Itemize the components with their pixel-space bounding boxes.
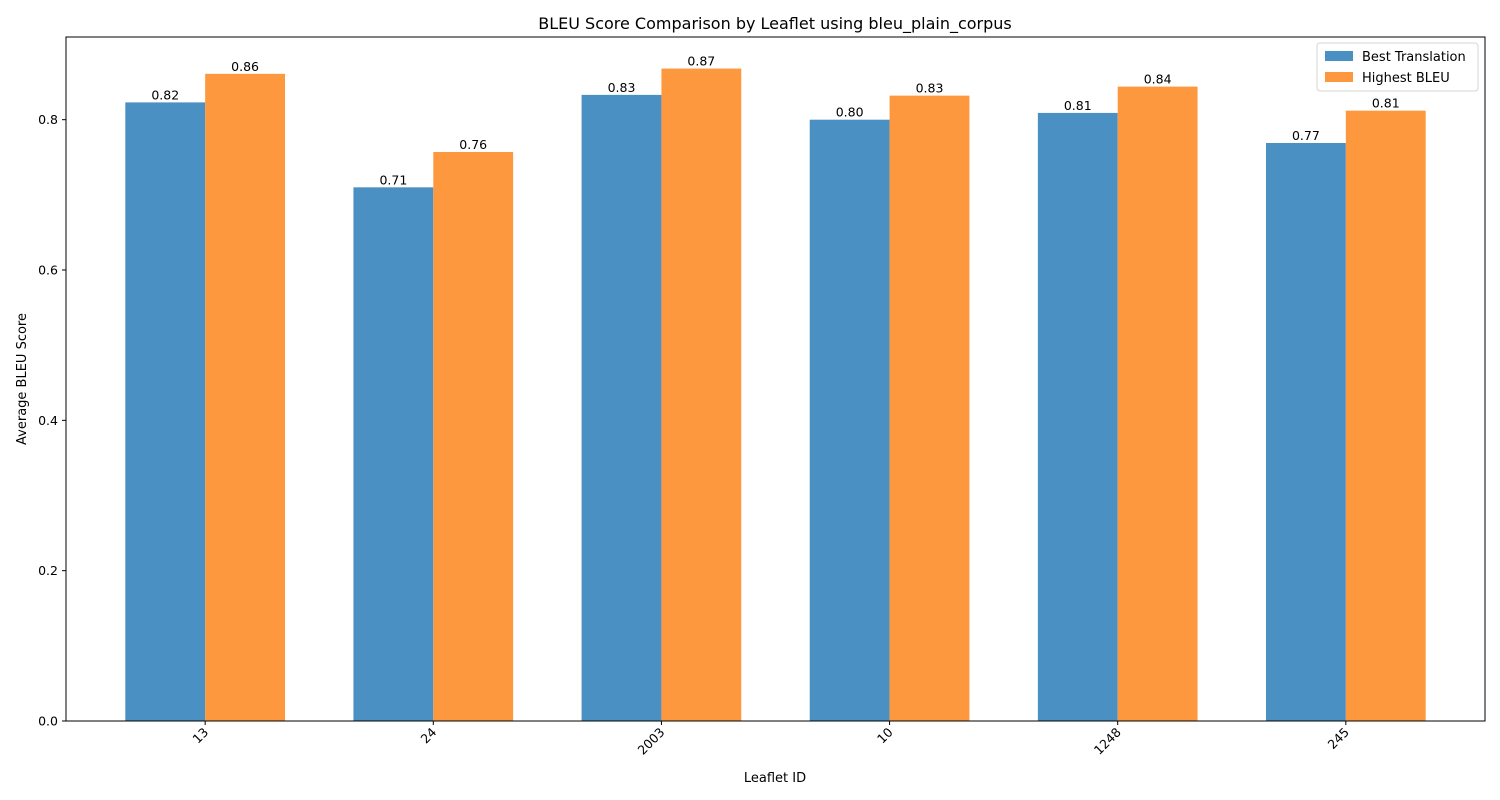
bar-value-label: 0.76: [459, 137, 487, 152]
x-tick-label: 2003: [634, 725, 667, 758]
x-axis-label: Leaflet ID: [744, 771, 806, 786]
bar-best-translation-2003: [581, 94, 662, 721]
chart-title: BLEU Score Comparison by Leaflet using b…: [538, 14, 1012, 34]
y-axis-label: Average BLEU Score: [15, 313, 30, 445]
bar-highest-bleu-13: [205, 73, 286, 722]
x-tick-label: 24: [418, 724, 440, 746]
legend-swatch: [1325, 72, 1353, 82]
y-tick-label: 0.6: [38, 263, 58, 278]
legend: Best Translation Highest BLEU: [1316, 42, 1479, 92]
bar-highest-bleu-2003: [661, 68, 742, 722]
bar-value-label: 0.84: [1144, 72, 1172, 87]
legend-label: Highest BLEU: [1362, 71, 1450, 86]
bar-best-translation-13: [125, 102, 206, 721]
bar-highest-bleu-245: [1345, 110, 1426, 721]
legend-box: [1316, 42, 1479, 92]
bar-value-label: 0.86: [231, 59, 259, 74]
bar-value-label: 0.83: [916, 81, 944, 96]
bar-best-translation-1248: [1037, 112, 1118, 721]
y-tick-label: 0.4: [38, 413, 58, 428]
bar-highest-bleu-10: [889, 95, 970, 722]
bar-best-translation-10: [809, 119, 890, 721]
x-tick-label: 13: [189, 725, 211, 747]
bar-value-label: 0.77: [1292, 128, 1320, 143]
bar-value-label: 0.83: [608, 80, 636, 95]
bar-value-label: 0.81: [1372, 96, 1400, 111]
bar-value-label: 0.71: [379, 172, 407, 187]
x-tick-label: 245: [1324, 725, 1351, 752]
legend-label: Best Translation: [1362, 50, 1466, 65]
bar-value-label: 0.82: [151, 87, 179, 102]
x-tick-label: 1248: [1091, 724, 1124, 757]
legend-swatch: [1325, 51, 1353, 61]
y-tick-label: 0.2: [38, 563, 58, 578]
y-tick-label: 0.8: [38, 112, 58, 127]
bar-best-translation-24: [353, 187, 434, 722]
bar-value-label: 0.81: [1064, 98, 1092, 113]
bar-highest-bleu-1248: [1117, 86, 1198, 722]
plot-area: 0.82 0.71 0.83 0.80 0.81 0.77 0.86 0.76 0.87 0.83…: [38, 36, 1486, 758]
bar-best-translation-245: [1265, 142, 1346, 721]
bar-highest-bleu-24: [433, 152, 514, 721]
bar-value-label: 0.80: [836, 105, 864, 120]
plot-frame: [65, 36, 1486, 722]
x-tick-label: 10: [874, 724, 896, 746]
y-tick-label: 0.0: [38, 714, 58, 729]
bar-value-label: 0.87: [687, 54, 715, 69]
